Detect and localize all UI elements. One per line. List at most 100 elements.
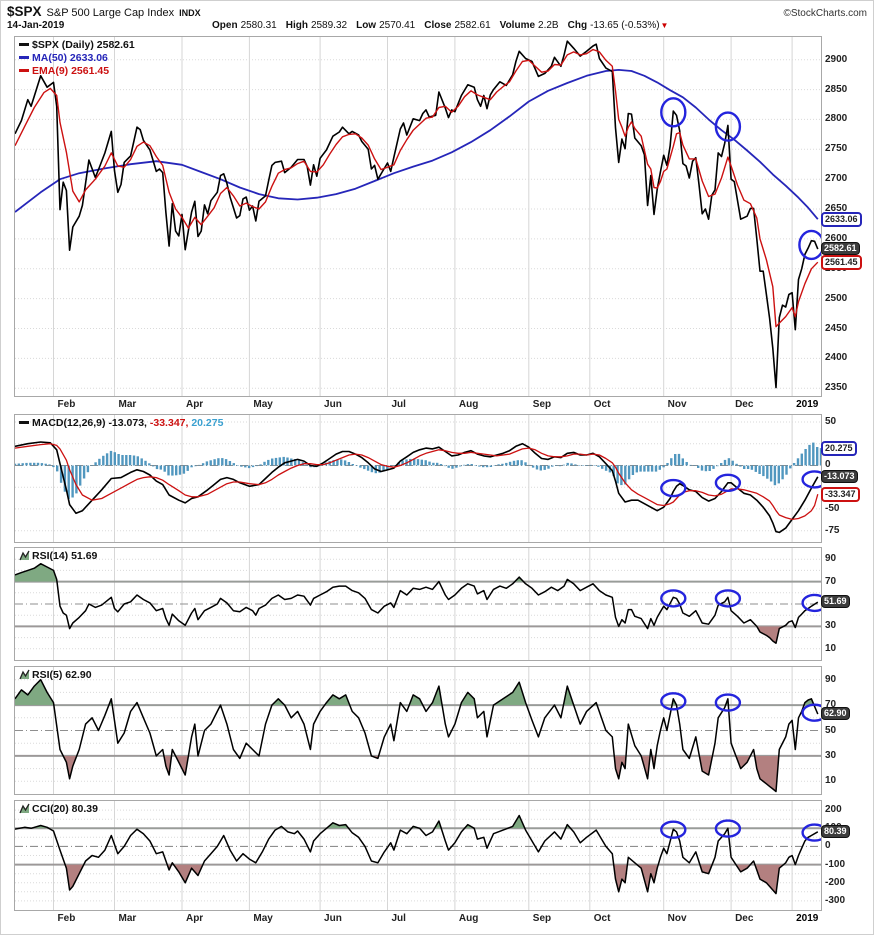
value-callout: 51.69 [821,595,850,609]
highlight-circle [714,693,742,712]
y-tick-label: -100 [825,858,846,870]
highlight-circle [660,478,687,498]
y-tick-label: 200 [825,804,842,816]
x-tick-label: Aug [458,913,479,924]
highlight-circle [660,820,687,839]
legend-text: MACD(12,26,9) -13.073, [32,416,147,429]
x-tick-label: May [253,399,273,410]
y-tick-label: 2800 [825,113,848,125]
legend-row: MACD(12,26,9) -13.073, -33.347, 20.275 [19,416,223,429]
value-callout: 80.39 [821,824,850,838]
highlight-circle [714,589,742,608]
legend-text: MA(50) 2633.06 [32,51,108,64]
price-plot [15,37,821,396]
legend-text: RSI(5) 62.90 [32,668,92,681]
y-tick-label: 30 [825,620,837,632]
y-tick-label: 2600 [825,232,848,244]
rsi5-legend: RSI(5) 62.90 [19,668,92,681]
rsi5-panel: 90 70 50 30 10 62.90 RSI(5) 62.90 [14,666,850,795]
x-tick-label: Sep [532,399,552,410]
legend-text: 20.275 [188,416,224,429]
month-axis-bottom: Feb Mar Apr May Jun Jul Aug Sep Oct Nov Dec 2019 [14,911,820,928]
quote-low: Low 2570.41 [356,20,416,31]
legend-text: EMA(9) 2561.45 [32,64,110,77]
x-tick-label: Mar [118,399,137,410]
y-tick-label: -50 [825,502,840,514]
value-callout: 2633.06 [821,212,862,228]
value-callout: -33.347 [821,487,860,503]
highlight-circle [714,473,742,493]
MACD-line [15,441,819,534]
highlight-circle [660,692,687,711]
x-tick-label: Jul [391,399,406,410]
y-tick-label: 70 [825,575,837,587]
indicator-icon [19,669,30,680]
y-tick-label: 2350 [825,382,848,394]
MA(50)-line [15,69,819,220]
x-tick-label: 2019 [796,399,819,410]
legend-dash-icon [19,69,29,72]
value-callout: 2561.45 [821,254,862,270]
quote-close: Close 2582.61 [424,20,491,31]
macd-legend: MACD(12,26,9) -13.073, -33.347, 20.275 [19,416,223,429]
cci-plot [15,801,821,910]
price-legend: $SPX (Daily) 2582.61 MA(50) 2633.06 EMA(9)… [19,38,135,77]
SPX close-line [15,40,819,389]
value-callout: -13.073 [821,469,858,483]
y-tick-label: 2700 [825,173,848,185]
RSI(14)-line [15,562,819,644]
source-credit: ©StockCharts.com [783,8,867,19]
x-tick-label: 2019 [796,913,819,924]
y-tick-label: 50 [825,415,837,427]
quote-high: High 2589.32 [285,20,348,31]
x-tick-label: Mar [118,913,137,924]
x-tick-label: Feb [57,913,76,924]
rsi14-panel: 90 70 30 10 51.69 RSI(14) 51.69 [14,547,850,661]
highlight-circle [660,97,687,128]
legend-row: MA(50) 2633.06 [19,51,135,64]
y-tick-label: 0 [825,840,831,852]
legend-text: $SPX (Daily) 2582.61 [32,38,135,51]
highlight-circle [798,229,821,261]
indicator-icon [19,803,30,814]
x-tick-label: Jul [391,913,406,924]
x-tick-label: Oct [593,399,611,410]
x-tick-label: May [253,913,273,924]
quote-volume: Volume 2.2B [499,20,559,31]
legend-row: CCI(20) 80.39 [19,802,98,815]
y-tick-label: 10 [825,642,837,654]
rsi14-plot [15,548,821,660]
y-tick-label: 90 [825,673,837,685]
rsi5-plot [15,667,821,794]
price-panel: 2350240024502500255026002650270027502800… [14,36,862,397]
y-tick-label: -75 [825,524,840,536]
value-callout: 20.275 [821,440,857,456]
highlight-circle [801,470,821,489]
highlight-circle [714,819,742,838]
index-name: S&P 500 Large Cap Index [46,7,175,19]
y-tick-label: 2850 [825,83,848,95]
symbol: $SPX [7,4,42,19]
rsi5-above-band [15,679,815,706]
month-axis-top: Feb Mar Apr May Jun Jul Aug Sep Oct Nov Dec 2019 [14,397,820,414]
RSI(5)-line [15,678,819,793]
legend-dash-icon [19,43,29,46]
legend-text: CCI(20) 80.39 [32,802,98,815]
legend-row: EMA(9) 2561.45 [19,64,135,77]
x-tick-label: Jun [324,399,342,410]
macd-histogram [15,442,821,499]
rsi5-below-band [63,755,779,792]
y-tick-label: 2450 [825,322,848,334]
y-tick-label: 0 [825,459,831,471]
y-tick-label: 2650 [825,203,848,215]
y-tick-label: 30 [825,749,837,761]
cci-below-band [15,864,818,894]
y-tick-label: 2400 [825,352,848,364]
legend-row: RSI(14) 51.69 [19,549,97,562]
x-tick-label: Nov [667,399,687,410]
cci-legend: CCI(20) 80.39 [19,802,98,815]
chart-header: $SPX S&P 500 Large Cap Index INDX ©Stock… [1,1,873,36]
